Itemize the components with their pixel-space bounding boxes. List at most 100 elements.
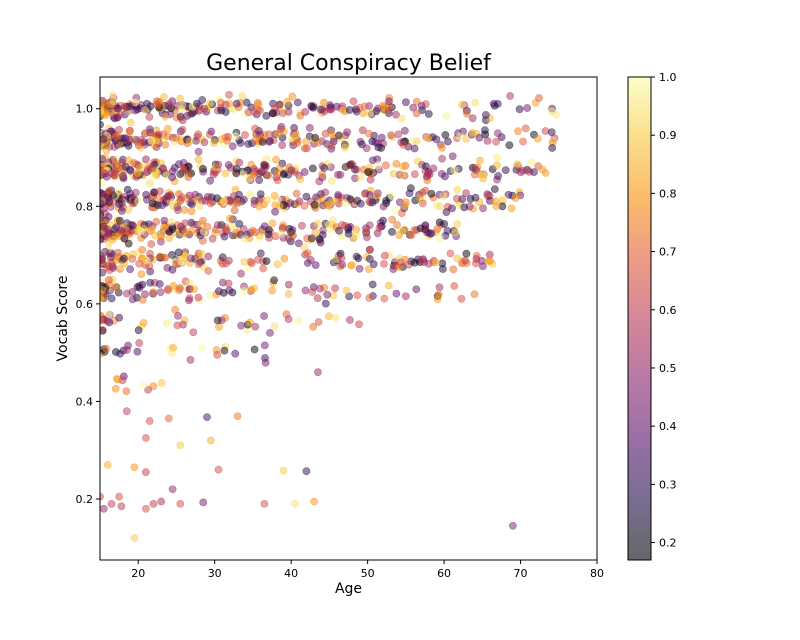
data-point — [340, 143, 349, 152]
data-point — [457, 294, 466, 303]
data-point — [223, 136, 232, 145]
data-point — [260, 341, 269, 350]
data-point — [116, 349, 124, 358]
data-point — [397, 170, 406, 179]
data-point — [221, 100, 230, 109]
data-point — [107, 169, 116, 177]
data-point — [523, 104, 532, 112]
data-point — [192, 99, 201, 108]
data-point — [146, 249, 154, 258]
data-point — [515, 105, 524, 114]
data-point — [214, 287, 223, 296]
data-point — [384, 281, 393, 290]
data-point — [142, 155, 150, 164]
data-point — [366, 175, 375, 184]
data-point — [368, 198, 377, 207]
data-point — [187, 207, 196, 216]
data-point — [117, 226, 126, 235]
data-point — [446, 249, 455, 258]
data-point — [198, 344, 206, 353]
colorbar-tick-label: 0.3 — [659, 478, 677, 491]
data-point — [424, 110, 433, 118]
y-tick-label: 0.4 — [76, 395, 94, 408]
data-point — [389, 169, 398, 178]
data-point — [117, 502, 126, 511]
data-point — [342, 286, 351, 295]
data-point — [177, 105, 186, 114]
data-point — [153, 100, 161, 109]
data-point — [358, 126, 367, 135]
data-point — [113, 374, 121, 383]
y-axis-label: Vocab Score — [55, 276, 71, 362]
data-point — [302, 467, 311, 476]
data-point — [458, 195, 467, 203]
data-point — [239, 170, 248, 178]
data-point — [380, 259, 388, 268]
data-point — [310, 200, 319, 209]
data-point — [203, 413, 211, 421]
data-point — [409, 103, 417, 112]
data-point — [177, 257, 185, 266]
data-point — [126, 265, 135, 274]
data-point — [240, 235, 249, 243]
data-point — [427, 189, 436, 198]
data-point — [301, 108, 310, 116]
data-point — [115, 313, 124, 322]
data-point — [387, 131, 395, 139]
data-point — [322, 201, 331, 210]
data-point — [158, 201, 167, 210]
data-point — [107, 499, 116, 508]
data-point — [292, 189, 301, 198]
data-point — [313, 219, 322, 228]
data-point — [175, 286, 183, 295]
data-point — [437, 169, 446, 178]
data-point — [199, 498, 208, 507]
data-point — [169, 281, 178, 290]
data-point — [460, 203, 469, 212]
data-point — [232, 99, 241, 108]
data-point — [373, 189, 382, 198]
data-point — [435, 233, 444, 242]
data-point — [118, 206, 126, 215]
data-point — [241, 131, 249, 139]
data-point — [108, 235, 117, 244]
data-point — [345, 316, 354, 324]
data-point — [103, 460, 112, 469]
y-tick-label: 0.2 — [76, 493, 94, 506]
data-point — [238, 92, 247, 100]
data-point — [174, 160, 183, 168]
data-point — [498, 194, 507, 203]
data-point — [323, 290, 332, 299]
data-point — [264, 171, 272, 180]
data-point — [214, 160, 223, 169]
data-point — [159, 223, 168, 232]
data-point — [120, 254, 128, 263]
data-point — [341, 199, 349, 207]
data-point — [198, 216, 207, 225]
data-point — [208, 234, 217, 243]
data-point — [392, 289, 401, 298]
data-point — [156, 288, 165, 297]
data-point — [147, 136, 156, 145]
data-point — [365, 191, 374, 199]
data-point — [204, 252, 213, 261]
data-point — [472, 255, 481, 263]
data-point — [213, 350, 222, 359]
data-point — [125, 127, 134, 136]
data-point — [433, 225, 442, 233]
data-point — [147, 225, 156, 234]
data-point — [364, 265, 373, 273]
data-point — [224, 161, 233, 169]
data-point — [462, 109, 471, 118]
data-point — [164, 414, 173, 423]
data-point — [401, 225, 409, 234]
data-point — [302, 192, 311, 201]
data-point — [506, 92, 514, 100]
data-point — [121, 162, 130, 171]
data-point — [105, 198, 114, 206]
data-point — [401, 98, 410, 107]
data-point — [441, 131, 450, 139]
data-point — [100, 196, 107, 205]
data-point — [293, 139, 302, 147]
data-point — [135, 164, 144, 173]
